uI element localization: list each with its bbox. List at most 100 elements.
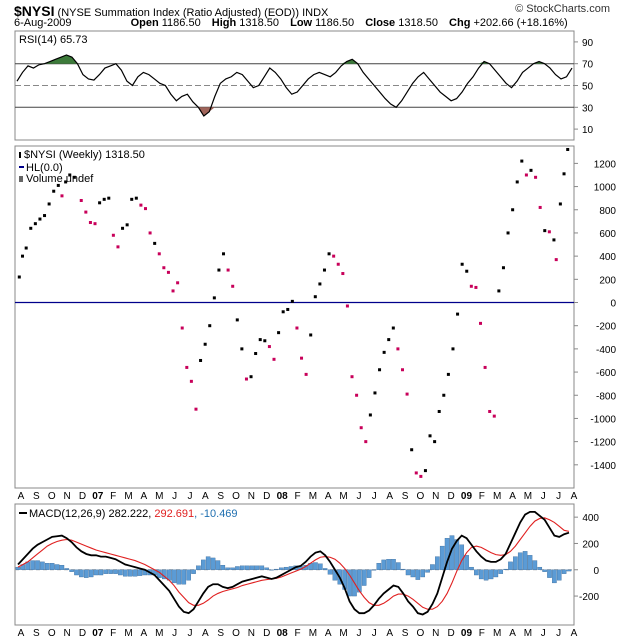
high-value: 1318.50 [239,17,280,29]
symbol-description: (NYSE Summation Index (Ratio Adjusted) (… [57,7,300,19]
open-value: 1186.50 [161,17,201,29]
nysi-point [72,175,76,179]
nysi-point [24,246,28,250]
time-axis-label: M [524,628,532,639]
nysi-point [281,310,285,314]
macd-histogram-bar [249,565,255,570]
time-axis-label: M [309,491,317,502]
macd-histogram-bar [74,569,79,576]
macd-histogram-bar [396,562,401,570]
time-axis-label: S [33,491,40,502]
time-axis-label: F [110,628,116,639]
macd-histogram-bar [171,569,177,584]
macd-histogram-bar [547,569,552,578]
time-axis-label: A [18,491,25,502]
time-axis-label: A [571,628,578,639]
nysi-point [111,233,115,237]
time-axis-label: A [325,491,332,502]
nysi-point [121,226,125,230]
nysi-point [263,339,267,343]
volume-legend: Volume undef [26,173,94,185]
nysi-point [208,324,212,328]
nysi-point [254,352,258,356]
nysi-point [249,375,253,379]
time-axis-label: A [571,491,578,502]
macd-histogram-bar [220,565,226,570]
macd-histogram-bar [274,568,279,570]
time-axis-label: F [110,491,116,502]
time-axis-label: M [339,628,347,639]
macd-histogram-bar [132,569,138,577]
time-axis-label: A [509,491,516,502]
nysi-point [437,409,441,413]
time-axis-label: M [124,491,132,502]
macd-panel: -200 0 200 400 MACD(12,26,9) 282.222, 292.69… [14,503,599,626]
nysi-point [125,223,129,227]
time-axis-label: O [232,628,240,639]
nysi-point [194,407,198,411]
nysi-point [524,173,528,177]
nysi-panel: -1400 -1200 -1000 -800 -600 -400 -200 0 200 400 60… [14,145,616,489]
macd-histogram-bar [64,568,70,570]
time-axis-label: N [63,628,70,639]
time-axis-label: N [432,491,439,502]
macd-histogram-bar [493,569,499,578]
macd-histogram-bar [35,560,40,570]
macd-histogram-bar [430,564,435,570]
time-axis-label: J [172,628,177,639]
nysi-point [345,304,349,308]
nysi-point [547,230,551,234]
macd-histogram-bar [527,555,533,570]
nysi-point [423,469,427,473]
nysi-point [529,168,533,172]
macd-histogram-bar [561,569,567,574]
macd-histogram-bar [15,566,21,570]
nysi-tick-label: -800 [596,391,616,402]
nysi-point [410,448,414,452]
nysi-point [483,365,487,369]
nysi-point [558,202,562,206]
nysi-point [391,326,395,330]
nysi-point [428,434,432,438]
macd-histogram-bar [552,569,557,584]
time-axis-label: F [294,628,300,639]
nysi-point [180,326,184,330]
macd-histogram-bar [215,560,221,570]
time-axis-label: A [386,491,393,502]
macd-histogram-bar [464,555,469,570]
rsi-tick-label: 10 [582,125,594,136]
macd-histogram-bar [357,569,362,593]
chg-value: +202.66 (+18.16%) [473,17,568,29]
nysi-point [286,307,290,311]
macd-histogram-bar [201,559,206,570]
rsi-legend-value: 65.73 [60,34,88,46]
macd-histogram-bar [478,569,484,580]
macd-histogram-bar [137,569,143,576]
nysi-point [226,268,230,272]
time-axis-label: J [356,491,361,502]
time-axis-label: A [141,491,148,502]
nysi-point [520,159,524,163]
time-axis-label: D [79,491,86,502]
time-axis-label: M [124,628,132,639]
macd-histogram-bar [327,569,333,575]
nysi-point [378,368,382,372]
macd-histogram-bar [420,569,426,578]
macd-histogram-bar [225,567,230,570]
nysi-point [414,471,418,475]
macd-histogram-bar [186,569,191,581]
nysi-point [359,426,363,430]
macd-histogram-bar [259,565,265,570]
time-axis-label: D [79,628,86,639]
nysi-point [322,268,326,272]
macd-histogram-bar [566,569,572,572]
nysi-point [68,173,72,177]
time-axis-label: J [372,491,377,502]
macd-histogram-bar [537,566,543,570]
nysi-point [189,379,193,383]
time-axis-label: J [187,491,192,502]
macd-histogram-bar [483,569,489,581]
nysi-tick-label: 600 [599,229,616,240]
nysi-point [501,266,505,270]
